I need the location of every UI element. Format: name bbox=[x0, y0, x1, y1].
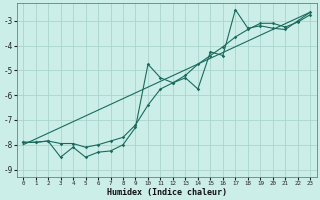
X-axis label: Humidex (Indice chaleur): Humidex (Indice chaleur) bbox=[107, 188, 227, 197]
